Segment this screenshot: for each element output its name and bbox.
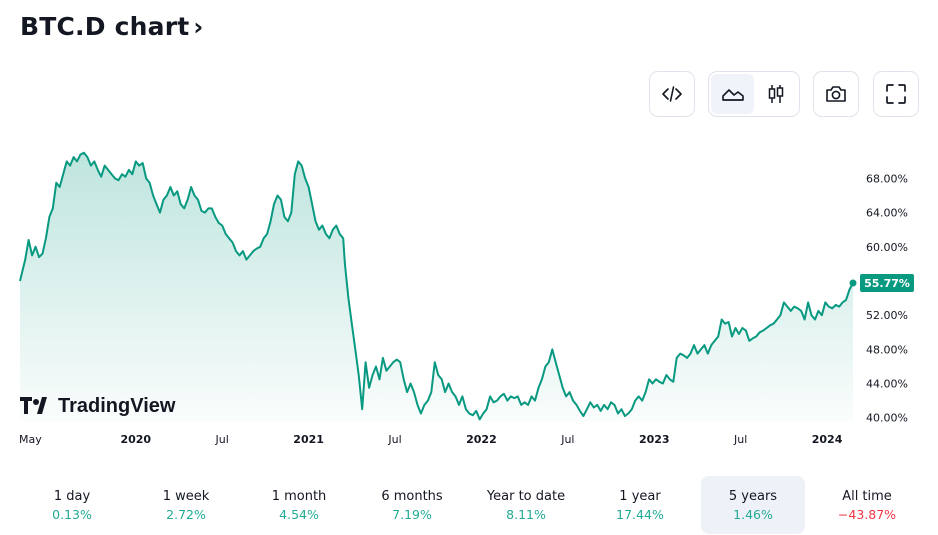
chart-style-group [708, 71, 800, 117]
chart-title: BTC.D chart [20, 12, 190, 41]
y-tick-label: 48.00% [866, 343, 908, 356]
x-tick-label: Jul [733, 433, 747, 446]
last-point [849, 279, 857, 287]
x-axis: May 2020 Jul 2021 Jul 2022 Jul 2023 Jul 2024 [19, 433, 843, 446]
page-title[interactable]: BTC.D chart › [20, 12, 203, 41]
period-label: All time [842, 489, 892, 504]
period-label: 1 year [619, 489, 661, 504]
y-tick-label: 52.00% [866, 309, 908, 322]
y-tick-label: 44.00% [866, 378, 908, 391]
y-tick-label: 68.00% [866, 172, 908, 185]
period-label: 6 months [381, 489, 443, 504]
x-tick-label: 2022 [466, 433, 497, 446]
x-tick-label: 2020 [120, 433, 151, 446]
area-style-button[interactable] [711, 74, 754, 114]
y-tick-label: 60.00% [866, 241, 908, 254]
period-tab-1-day[interactable]: 1 day 0.13% [20, 476, 124, 534]
x-tick-label: Jul [560, 433, 574, 446]
period-tab-all-time[interactable]: All time −43.87% [815, 476, 919, 534]
period-label: 1 week [162, 489, 210, 504]
candles-icon [768, 85, 783, 103]
chevron-right-icon: › [193, 13, 204, 41]
x-tick-label: 2021 [293, 433, 324, 446]
x-tick-label: May [19, 433, 42, 446]
period-label: Year to date [486, 489, 566, 504]
series-line [19, 151, 854, 421]
last-value-badge [860, 273, 914, 292]
period-change: 17.44% [616, 507, 664, 522]
fullscreen-icon [886, 84, 906, 104]
snapshot-button[interactable] [813, 71, 859, 117]
tradingview-logo: TradingView [20, 395, 176, 417]
x-tick-label: 2024 [812, 433, 843, 446]
period-tab-year-to-date[interactable]: Year to date 8.11% [474, 476, 578, 534]
x-tick-label: Jul [215, 433, 229, 446]
period-change: 1.46% [733, 507, 773, 522]
last-value-label: 55.77% [864, 277, 910, 290]
y-tick-label: 64.00% [866, 207, 908, 220]
period-change: −43.87% [837, 507, 897, 522]
watermark-text: TradingView [58, 395, 176, 417]
fullscreen-button[interactable] [873, 71, 919, 117]
x-tick-label: 2023 [639, 433, 670, 446]
code-icon [662, 86, 682, 102]
period-label: 5 years [728, 489, 778, 504]
period-tab-1-week[interactable]: 1 week 2.72% [134, 476, 238, 534]
area-chart-icon [721, 89, 744, 101]
period-tab-5-years[interactable]: 5 years 1.46% [701, 476, 805, 534]
y-tick-label: 40.00% [866, 412, 908, 425]
last-value-marker: 55.77% [849, 273, 914, 292]
period-tab-1-month[interactable]: 1 month 4.54% [247, 476, 351, 534]
period-tab-1-year[interactable]: 1 year 17.44% [588, 476, 692, 534]
period-tab-6-months[interactable]: 6 months 7.19% [360, 476, 464, 534]
period-change: 0.13% [52, 507, 92, 522]
period-change: 4.54% [279, 507, 319, 522]
period-label: 1 day [53, 489, 91, 504]
camera-icon [826, 86, 846, 102]
embed-button[interactable] [649, 71, 695, 117]
x-tick-label: Jul [387, 433, 401, 446]
period-label: 1 month [271, 489, 327, 504]
candles-style-button[interactable] [754, 74, 797, 114]
period-change: 8.11% [506, 507, 546, 522]
period-change: 7.19% [392, 507, 432, 522]
area-fill [20, 152, 853, 423]
btc-dominance-chart[interactable]: 40.00%44.00%48.00%52.00%56.00%60.00%64.0… [0, 125, 938, 455]
y-axis: 40.00%44.00%48.00%52.00%56.00%60.00%64.0… [866, 172, 908, 424]
period-change: 2.72% [166, 507, 206, 522]
